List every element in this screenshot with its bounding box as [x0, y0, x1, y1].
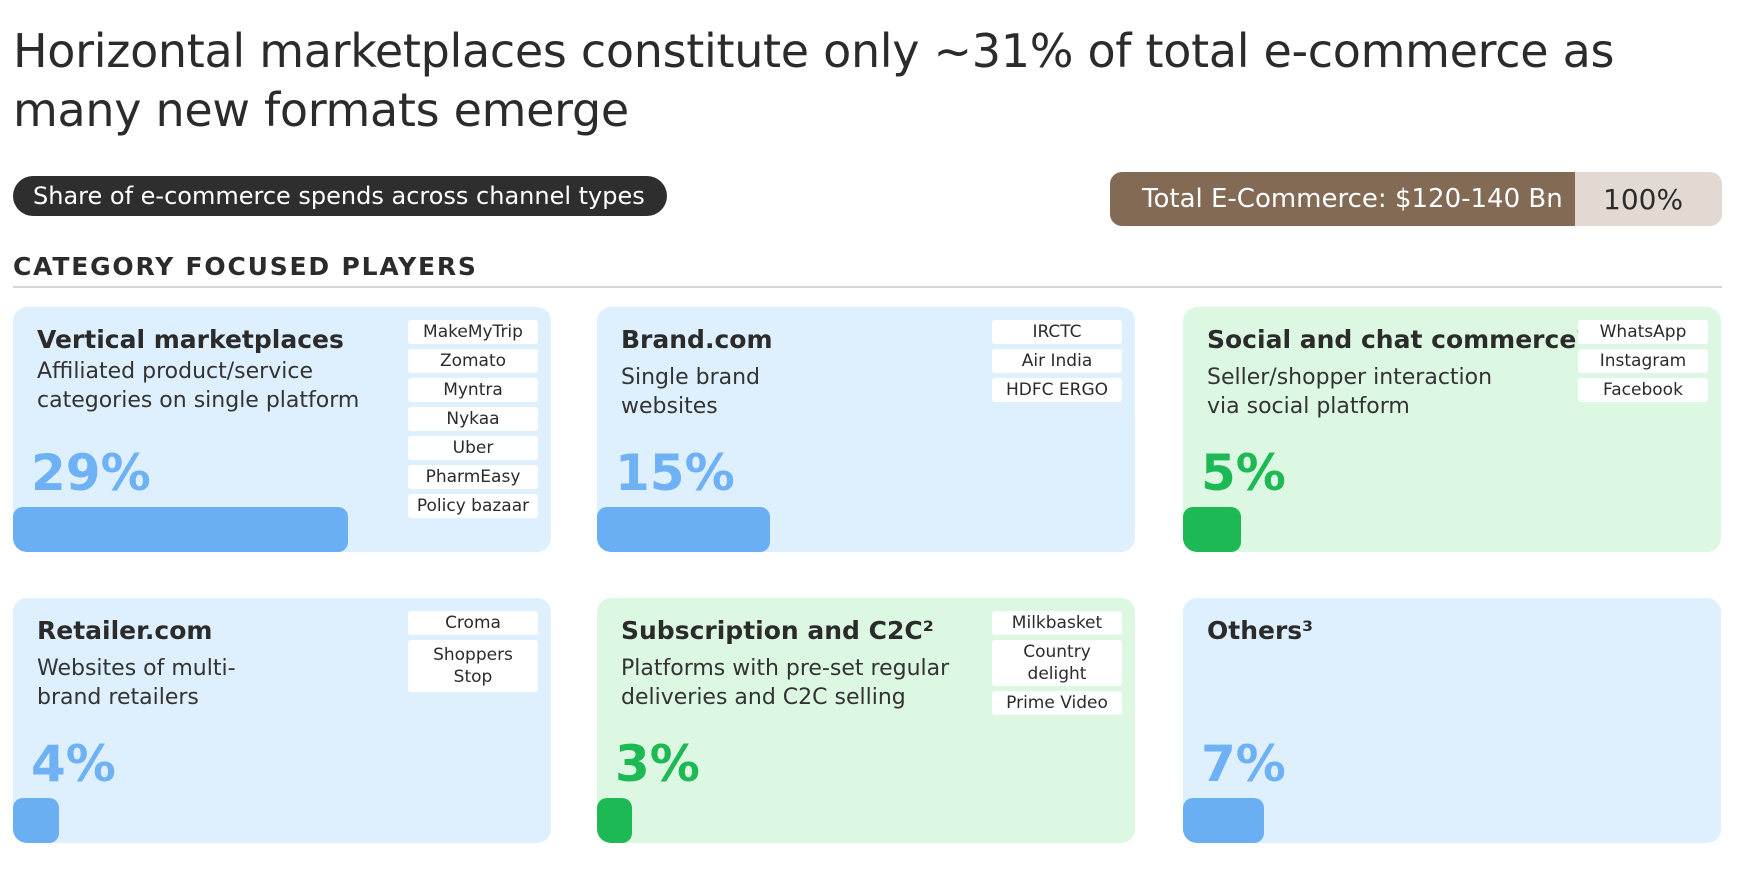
card-share-bar: [13, 798, 59, 843]
brand-tag: WhatsApp: [1578, 320, 1708, 344]
brand-tag: Shoppers Stop: [408, 640, 538, 692]
card-social-chat-commerce: Social and chat commerce¹ Seller/shopper…: [1183, 307, 1721, 552]
brand-tag: Croma: [408, 611, 538, 635]
brand-tag: Instagram: [1578, 349, 1708, 373]
section-heading: CATEGORY FOCUSED PLAYERS: [13, 252, 478, 281]
total-ecommerce-label: Total E-Commerce: $120-140 Bn: [1110, 172, 1575, 226]
brand-tag: Milkbasket: [992, 611, 1122, 635]
brand-list: MakeMyTrip Zomato Myntra Nykaa Uber Phar…: [408, 320, 538, 518]
brand-tag: Zomato: [408, 349, 538, 373]
card-percent: 3%: [615, 735, 700, 793]
card-title: Subscription and C2C²: [621, 616, 934, 645]
card-share-bar: [597, 798, 632, 843]
brand-tag: PharmEasy: [408, 465, 538, 489]
brand-list: Milkbasket Country delight Prime Video: [992, 611, 1122, 715]
card-vertical-marketplaces: Vertical marketplaces Affiliated product…: [13, 307, 551, 552]
brand-tag: MakeMyTrip: [408, 320, 538, 344]
brand-tag: Myntra: [408, 378, 538, 402]
brand-tag: Policy bazaar: [408, 494, 538, 518]
brand-tag: Facebook: [1578, 378, 1708, 402]
brand-list: WhatsApp Instagram Facebook: [1578, 320, 1708, 402]
card-share-bar: [1183, 798, 1264, 843]
card-description: Affiliated product/service categories on…: [37, 359, 360, 413]
card-description: Seller/shopper interaction via social pl…: [1207, 365, 1493, 419]
brand-tag: Nykaa: [408, 407, 538, 431]
brand-list: Croma Shoppers Stop: [408, 611, 538, 692]
card-retailer-com: Retailer.com Websites of multi-brand ret…: [13, 598, 551, 843]
card-percent: 15%: [615, 444, 735, 502]
total-ecommerce-bar: Total E-Commerce: $120-140 Bn 100%: [1110, 172, 1722, 226]
card-percent: 29%: [31, 444, 151, 502]
brand-tag: Uber: [408, 436, 538, 460]
card-percent: 5%: [1201, 444, 1286, 502]
brand-tag: IRCTC: [992, 320, 1122, 344]
card-description: Websites of multi-brand retailers: [37, 656, 236, 710]
card-title: Others³: [1207, 616, 1314, 645]
card-others: Others³ 7%: [1183, 598, 1721, 843]
brand-tag: Air India: [992, 349, 1122, 373]
section-divider: [13, 286, 1722, 288]
card-brand-com: Brand.com Single brand websites 15% IRCT…: [597, 307, 1135, 552]
page-title: Horizontal marketplaces constitute only …: [13, 24, 1615, 137]
card-title: Retailer.com: [37, 616, 213, 645]
brand-tag: Country delight: [992, 640, 1122, 686]
card-share-bar: [13, 507, 348, 552]
card-share-bar: [1183, 507, 1241, 552]
card-share-bar: [597, 507, 770, 552]
chart-subtitle-pill: Share of e-commerce spends across channe…: [13, 176, 667, 216]
card-subscription-c2c: Subscription and C2C² Platforms with pre…: [597, 598, 1135, 843]
card-title: Vertical marketplaces: [37, 325, 344, 354]
card-description: Single brand websites: [621, 365, 761, 419]
card-description: Platforms with pre-set regular deliverie…: [621, 656, 950, 710]
card-percent: 7%: [1201, 735, 1286, 793]
card-title: Social and chat commerce¹: [1207, 325, 1588, 354]
total-ecommerce-share: 100%: [1575, 172, 1722, 226]
card-title: Brand.com: [621, 325, 773, 354]
brand-tag: HDFC ERGO: [992, 378, 1122, 402]
brand-list: IRCTC Air India HDFC ERGO: [992, 320, 1122, 402]
card-percent: 4%: [31, 735, 116, 793]
brand-tag: Prime Video: [992, 691, 1122, 715]
